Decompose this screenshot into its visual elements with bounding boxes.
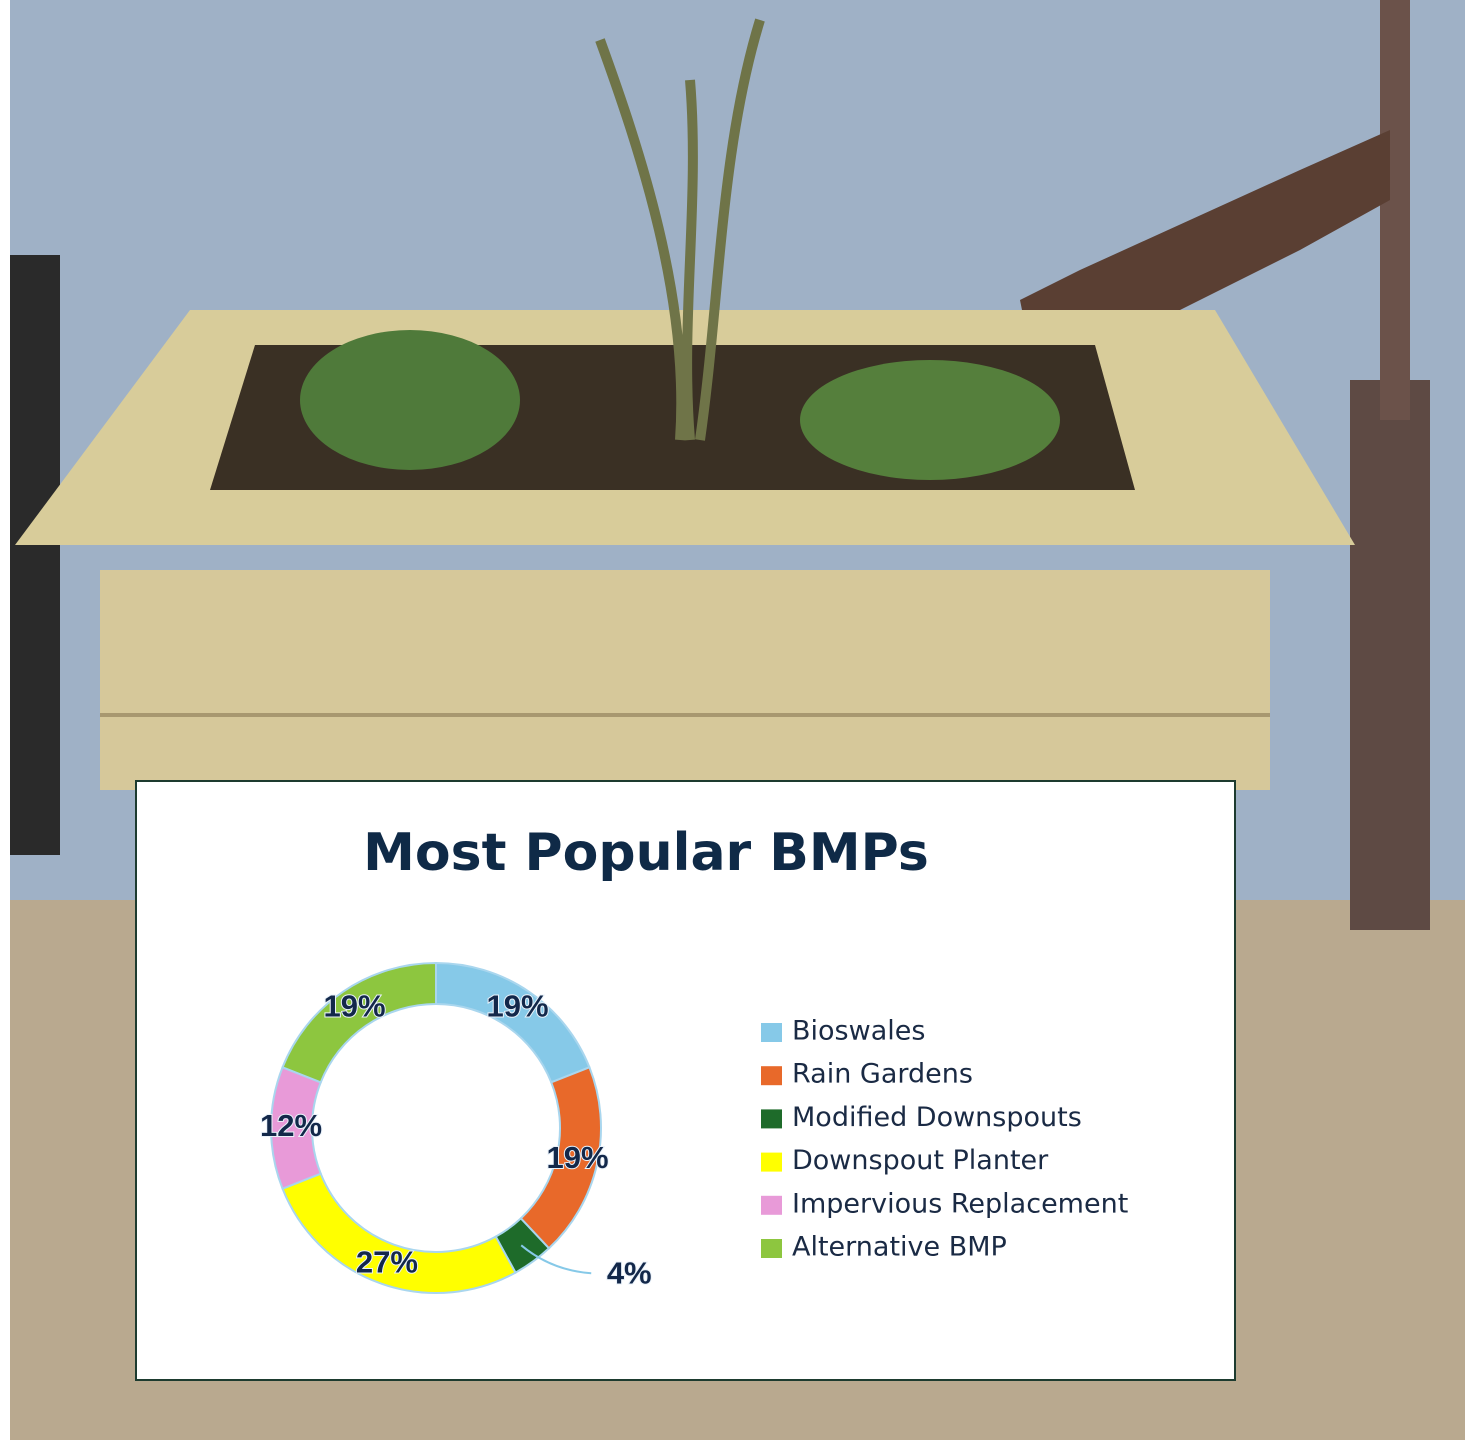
planter-body (100, 570, 1270, 790)
legend-swatch (761, 1109, 782, 1128)
legend-label: Bioswales (792, 1016, 925, 1047)
legend-swatch (761, 1066, 782, 1085)
legend-label: Impervious Replacement (792, 1188, 1128, 1219)
plant (800, 360, 1060, 480)
data-label: 19% (323, 988, 385, 1023)
plant (300, 330, 520, 470)
data-label: 12% (260, 1108, 322, 1143)
legend-label: Alternative BMP (792, 1232, 1007, 1263)
door (10, 255, 60, 855)
legend-swatch (761, 1196, 782, 1215)
legend-swatch (761, 1153, 782, 1172)
legend-label: Modified Downspouts (792, 1102, 1082, 1133)
downspout-pipe (1350, 380, 1430, 930)
data-label: 19% (546, 1140, 608, 1175)
data-label: 4% (607, 1255, 652, 1290)
data-label: 27% (356, 1245, 418, 1280)
edge (0, 0, 10, 1440)
data-label: 19% (486, 988, 548, 1023)
legend-label: Rain Gardens (792, 1059, 973, 1090)
legend-swatch (761, 1239, 782, 1258)
chart-title: Most Popular BMPs (363, 823, 929, 883)
pipe-top (1380, 0, 1410, 420)
legend-label: Downspout Planter (792, 1145, 1049, 1176)
legend-swatch (761, 1023, 782, 1042)
page: Most Popular BMPs 19% 19% 4% 27% 12% 19% Biosw… (0, 0, 1465, 1440)
